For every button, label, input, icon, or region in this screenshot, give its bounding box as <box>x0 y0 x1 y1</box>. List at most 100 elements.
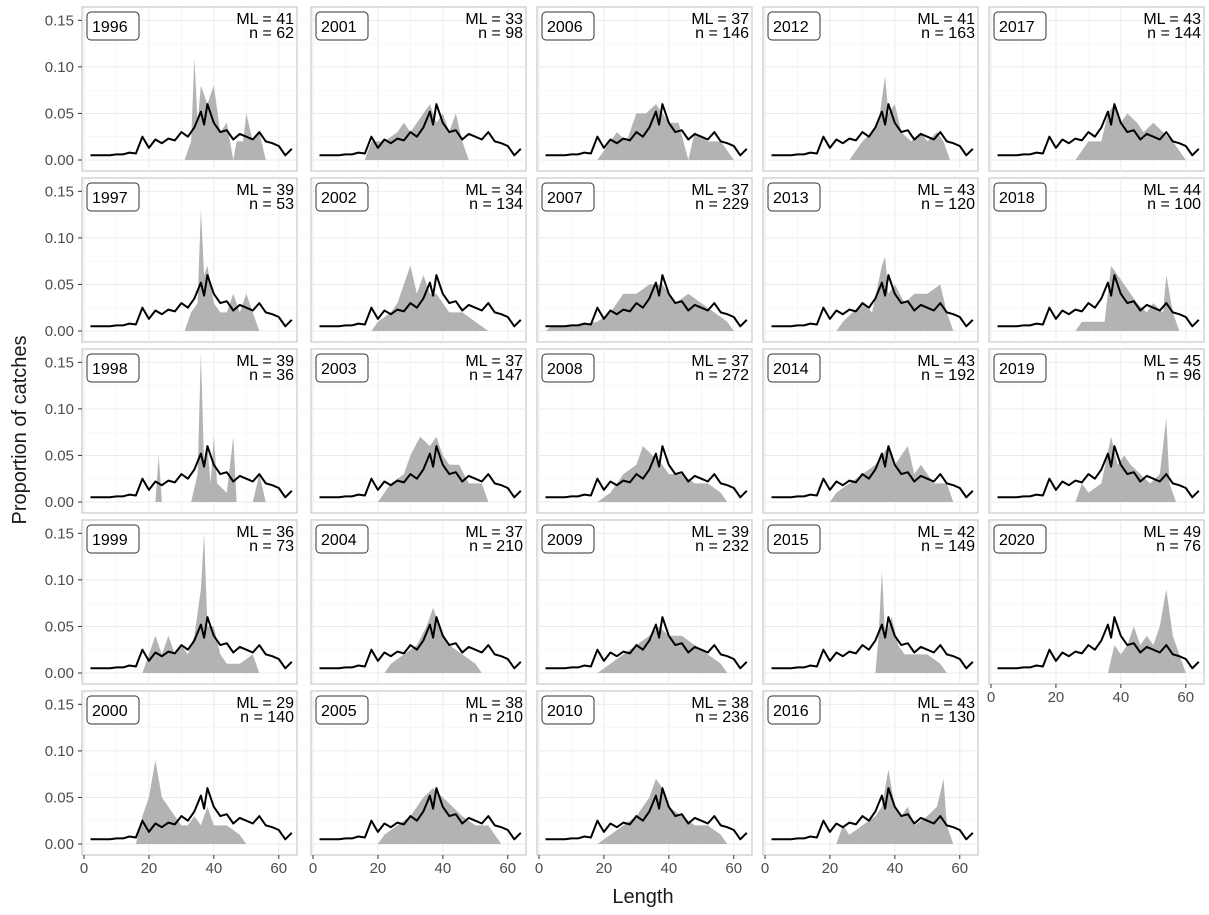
n-label: n = 229 <box>695 196 749 213</box>
ml-label: ML = 45 <box>1143 353 1201 370</box>
n-label: n = 147 <box>469 367 523 384</box>
year-label-box <box>315 695 369 725</box>
reference-line-2007 <box>545 274 748 328</box>
facet-panel-1999: 1999 ML = 36n = 73 <box>81 519 298 685</box>
catch-area-2019 <box>1075 418 1176 502</box>
n-label: n = 62 <box>249 25 294 42</box>
ml-label: ML = 37 <box>465 353 523 370</box>
x-tick-label: 20 <box>1048 689 1065 706</box>
y-tick-label: 0.15 <box>45 696 74 713</box>
reference-line-2012 <box>771 103 974 157</box>
catch-area-2001 <box>364 104 469 160</box>
facet-panel-2004: 2004 ML = 37n = 210 <box>310 519 527 685</box>
ml-label: ML = 43 <box>1143 11 1201 28</box>
year-label: 2008 <box>547 361 583 378</box>
y-tick-label: 0.10 <box>45 401 74 418</box>
n-label: n = 73 <box>249 538 294 555</box>
n-label: n = 272 <box>695 367 749 384</box>
facet-panel-2006: 2006 ML = 37n = 146 <box>536 6 753 172</box>
catch-area-2014 <box>829 446 954 502</box>
year-label-box <box>86 182 140 212</box>
year-label-box <box>993 524 1047 554</box>
ml-label: ML = 34 <box>465 182 523 199</box>
y-tick-label: 0.15 <box>45 354 74 371</box>
ml-label: ML = 42 <box>917 524 975 541</box>
facet-panel-2014: 2014 ML = 43n = 192 <box>762 348 979 514</box>
catch-area-2004 <box>384 607 482 673</box>
ml-label: ML = 41 <box>236 11 294 28</box>
y-tick-label: 0.05 <box>45 789 74 806</box>
ml-label: ML = 29 <box>236 695 294 712</box>
x-tick-label: 20 <box>370 860 387 877</box>
x-tick-label: 60 <box>1177 689 1194 706</box>
year-label: 2006 <box>547 19 583 36</box>
x-tick-label: 0 <box>80 860 88 877</box>
year-label-box <box>541 182 595 212</box>
year-label: 1996 <box>92 19 128 36</box>
catch-area-2008 <box>597 446 728 502</box>
catch-area-2006 <box>597 104 734 160</box>
y-tick-label: 0.00 <box>45 152 74 169</box>
year-label: 2017 <box>999 19 1035 36</box>
reference-line-2018 <box>997 274 1200 328</box>
x-tick-label: 40 <box>887 860 904 877</box>
x-tick-label: 60 <box>725 860 742 877</box>
n-label: n = 210 <box>469 538 523 555</box>
year-label-box <box>86 695 140 725</box>
y-tick-label: 0.05 <box>45 276 74 293</box>
n-label: n = 236 <box>695 709 749 726</box>
x-tick-label: 60 <box>499 860 516 877</box>
ml-label: ML = 43 <box>917 695 975 712</box>
year-label: 2005 <box>321 703 357 720</box>
year-label: 1998 <box>92 361 128 378</box>
x-tick-label: 60 <box>951 860 968 877</box>
reference-line-2019 <box>997 445 1200 499</box>
x-axis-title: Length <box>612 886 673 908</box>
ml-label: ML = 37 <box>691 11 749 28</box>
year-label: 2013 <box>773 190 809 207</box>
year-label: 2015 <box>773 532 809 549</box>
year-label: 1997 <box>92 190 128 207</box>
facet-panel-2016: 2016 ML = 43n = 130 <box>762 690 979 856</box>
facet-panel-2018: 2018 ML = 44n = 100 <box>988 177 1205 343</box>
ml-label: ML = 43 <box>917 182 975 199</box>
catch-area-2000 <box>135 760 247 844</box>
catch-area-2020 <box>1107 589 1186 673</box>
ml-label: ML = 39 <box>236 182 294 199</box>
n-label: n = 134 <box>469 196 523 213</box>
y-tick-label: 0.15 <box>45 525 74 542</box>
year-label-box <box>86 524 140 554</box>
catch-area-2016 <box>836 769 954 844</box>
facet-panel-2002: 2002 ML = 34n = 134 <box>310 177 527 343</box>
reference-line-2016 <box>771 787 974 841</box>
year-label: 2020 <box>999 532 1035 549</box>
reference-line-2009 <box>545 616 748 670</box>
reference-line-1999 <box>90 616 293 670</box>
y-tick-label: 0.00 <box>45 323 74 340</box>
n-label: n = 36 <box>249 367 294 384</box>
year-label-box <box>993 353 1047 383</box>
catch-area-2002 <box>371 265 489 331</box>
ml-label: ML = 38 <box>691 695 749 712</box>
catch-area-1997 <box>184 209 260 331</box>
n-label: n = 144 <box>1147 25 1201 42</box>
n-label: n = 192 <box>921 367 975 384</box>
n-label: n = 232 <box>695 538 749 555</box>
x-tick-label: 0 <box>309 860 317 877</box>
year-label-box <box>315 182 369 212</box>
year-label-box <box>767 11 821 41</box>
n-label: n = 130 <box>921 709 975 726</box>
reference-line-1996 <box>90 103 293 157</box>
facet-panel-2015: 2015 ML = 42n = 149 <box>762 519 979 685</box>
reference-line-2010 <box>545 787 748 841</box>
facet-panel-2005: 2005 ML = 38n = 210 <box>310 690 527 856</box>
year-label: 2000 <box>92 703 128 720</box>
ml-label: ML = 33 <box>465 11 523 28</box>
year-label: 2018 <box>999 190 1035 207</box>
facet-panel-2013: 2013 ML = 43n = 120 <box>762 177 979 343</box>
year-label: 2007 <box>547 190 583 207</box>
reference-line-2020 <box>997 616 1200 670</box>
reference-line-1998 <box>90 445 293 499</box>
n-label: n = 163 <box>921 25 975 42</box>
